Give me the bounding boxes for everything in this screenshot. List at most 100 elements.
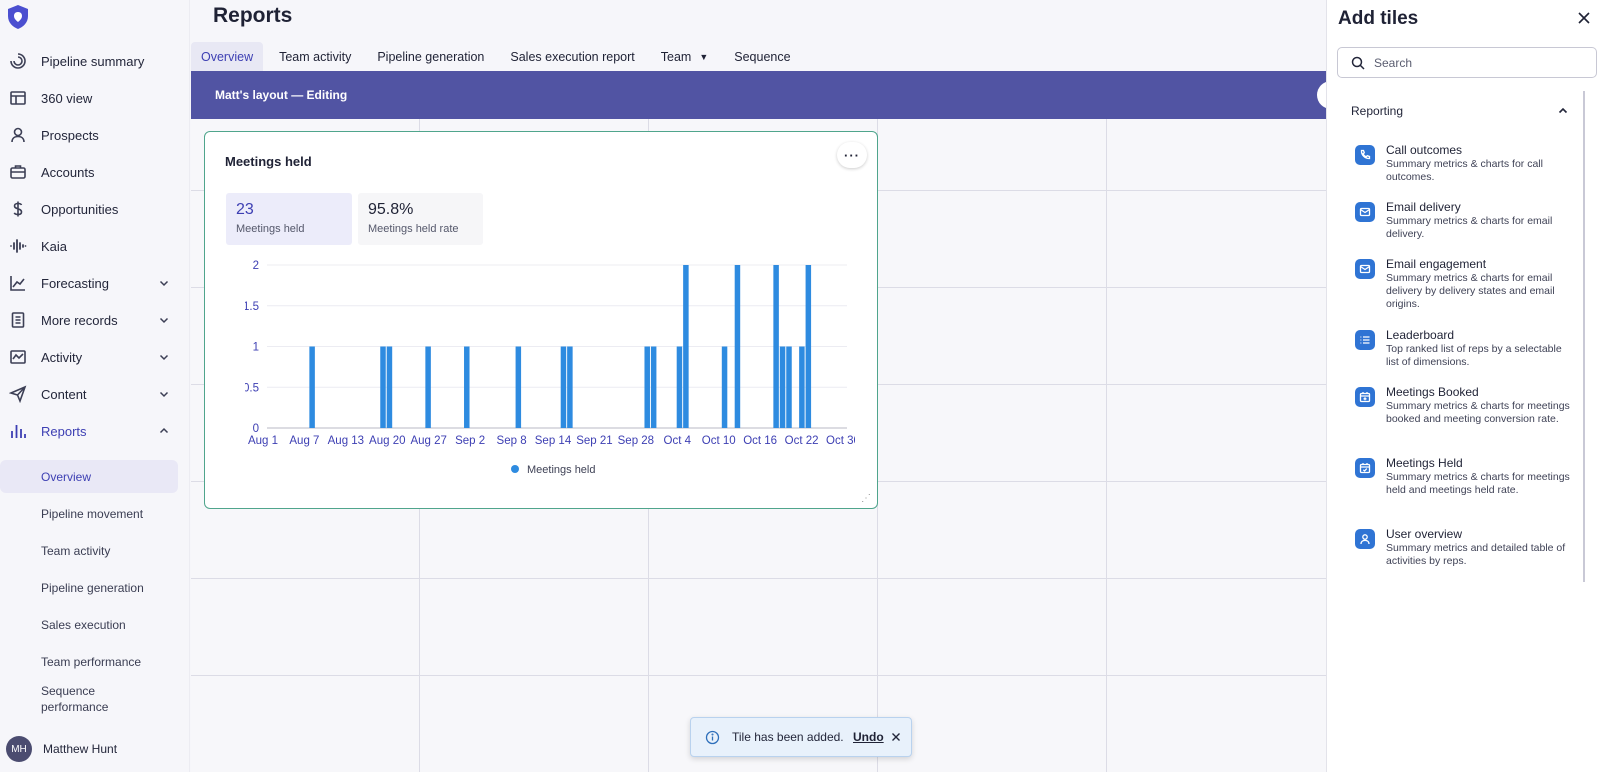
sidebar-subitem-team-activity[interactable]: Team activity [41, 543, 111, 558]
tab-sequence[interactable]: Sequence [734, 50, 791, 64]
sidebar-item-kaia[interactable]: Kaia [0, 229, 190, 263]
sidebar-item-label: Activity [41, 349, 83, 365]
dollar-icon [9, 200, 27, 218]
envelope-icon [1355, 259, 1375, 279]
x-tick-label: Oct 30 [826, 435, 855, 447]
search-icon [1351, 56, 1365, 70]
sidebar-item-prospects[interactable]: Prospects [0, 118, 190, 152]
tab-team[interactable]: Team ▼ [651, 42, 719, 72]
x-tick-label: Sep 21 [576, 435, 612, 447]
sidebar-item-label: Content [41, 386, 87, 402]
sidebar-item-accounts[interactable]: Accounts [0, 155, 190, 189]
bar [805, 265, 812, 428]
sidebar-subitem-sales-execution[interactable]: Sales execution [41, 617, 126, 632]
tile-description: Summary metrics & charts for meetings he… [1386, 471, 1570, 496]
toast-notification: Tile has been added. Undo [690, 717, 912, 757]
tab-team-activity[interactable]: Team activity [279, 50, 352, 64]
tab-overview[interactable]: Overview [191, 42, 264, 72]
legend-marker [511, 465, 519, 473]
search-input[interactable] [1374, 53, 1584, 73]
tile-search[interactable] [1337, 47, 1597, 78]
toast-message: Tile has been added. [732, 730, 844, 744]
x-tick-label: Aug 7 [289, 435, 319, 447]
x-tick-label: Aug 27 [410, 435, 446, 447]
tile-description: Top ranked list of reps by a selectable … [1386, 343, 1562, 368]
sidebar-item-360-view[interactable]: 360 view [0, 81, 190, 115]
trend-icon [9, 274, 27, 292]
sidebar-item-label: Forecasting [41, 275, 109, 291]
chevron-up-icon [1558, 107, 1568, 114]
sidebar-subitem-team-performance[interactable]: Team performance [41, 654, 142, 669]
bar [779, 346, 786, 428]
x-tick-label: Oct 4 [664, 435, 692, 447]
bar [683, 265, 689, 428]
bar [380, 346, 386, 428]
sidebar-item-pipeline-summary[interactable]: Pipeline summary [0, 44, 190, 78]
undo-button[interactable]: Undo [853, 730, 884, 744]
y-tick-label: 1 [253, 342, 259, 354]
caret-down-icon: ▼ [699, 52, 709, 62]
tile-name: User overview [1386, 527, 1463, 541]
section-reporting[interactable]: Reporting [1351, 101, 1569, 121]
sidebar-item-reports[interactable]: Reports [0, 414, 190, 448]
sidebar-item-label: Kaia [41, 238, 68, 254]
x-tick-label: Sep 2 [455, 435, 485, 447]
tile-name: Meetings Held [1386, 456, 1463, 470]
bar [386, 346, 393, 428]
bar [650, 346, 657, 428]
calendar-check-icon [1355, 458, 1375, 478]
chevron-down-icon[interactable] [158, 388, 170, 400]
section-label: Reporting [1351, 104, 1404, 118]
chevron-down-icon[interactable] [158, 314, 170, 326]
sidebar-subitem-sequence-performance[interactable]: Sequence performance [41, 684, 109, 714]
tile-name: Leaderboard [1386, 328, 1455, 342]
x-tick-label: Sep 28 [618, 435, 654, 447]
sidebar-item-label: More records [41, 312, 118, 328]
sidebar-item-label: 360 view [41, 90, 93, 106]
sidebar-item-forecasting[interactable]: Forecasting [0, 266, 190, 300]
tile-name: Meetings Booked [1386, 385, 1479, 399]
tile-more-menu-button[interactable]: ··· [837, 142, 867, 168]
tile-description: Summary metrics & charts for email deliv… [1386, 215, 1553, 240]
sidebar-item-content[interactable]: Content [0, 377, 190, 411]
sidebar-subitem-overview[interactable]: Overview [0, 460, 178, 493]
panel-scrollbar[interactable] [1583, 91, 1585, 582]
x-tick-label: Aug 20 [369, 435, 405, 447]
add-tiles-panel: Add tiles Reporting Call outcomes Summar… [1326, 0, 1600, 772]
metric-label: Meetings held [236, 223, 305, 235]
bar [464, 346, 470, 428]
x-tick-label: Aug 13 [328, 435, 364, 447]
bar [644, 346, 650, 428]
meetings-held-tile[interactable]: Meetings held ··· 23 Meetings held 95.8%… [204, 131, 878, 509]
user-icon [1355, 529, 1375, 549]
sidebar-item-more-records[interactable]: More records [0, 303, 190, 337]
sidebar-item-activity[interactable]: Activity [0, 340, 190, 374]
sidebar-subitem-pipeline-generation[interactable]: Pipeline generation [41, 580, 144, 595]
user-profile[interactable]: MH Matthew Hunt [6, 736, 117, 762]
y-tick-label: 0.5 [245, 382, 259, 394]
close-icon[interactable] [891, 732, 901, 742]
tab-pipeline-generation[interactable]: Pipeline generation [377, 50, 485, 64]
activity-icon [9, 348, 27, 366]
chevron-down-icon[interactable] [158, 277, 170, 289]
close-icon[interactable] [1576, 10, 1592, 26]
tile-description: Summary metrics and detailed table of ac… [1386, 542, 1566, 567]
sidebar: Pipeline summary 360 view Prospects Acco… [0, 0, 190, 772]
chevron-up-icon[interactable] [158, 425, 170, 437]
sidebar-subitem-pipeline-movement[interactable]: Pipeline movement [41, 506, 144, 521]
x-tick-label: Oct 10 [702, 435, 736, 447]
sidebar-item-label: Accounts [41, 164, 95, 180]
document-icon [9, 311, 27, 329]
metric-meetings-held[interactable]: 23 Meetings held [226, 193, 352, 245]
bar [676, 346, 683, 428]
tab-sales-execution-report[interactable]: Sales execution report [510, 50, 635, 64]
sidebar-item-opportunities[interactable]: Opportunities [0, 192, 190, 226]
chevron-down-icon[interactable] [158, 351, 170, 363]
shield-logo-icon[interactable] [6, 4, 30, 30]
x-tick-label: Oct 16 [743, 435, 777, 447]
bar [786, 346, 792, 428]
avatar: MH [6, 736, 32, 762]
table-icon [9, 89, 27, 107]
resize-handle-icon[interactable]: ⋰ [861, 493, 871, 504]
metric-meetings-held-rate[interactable]: 95.8% Meetings held rate [358, 193, 483, 245]
